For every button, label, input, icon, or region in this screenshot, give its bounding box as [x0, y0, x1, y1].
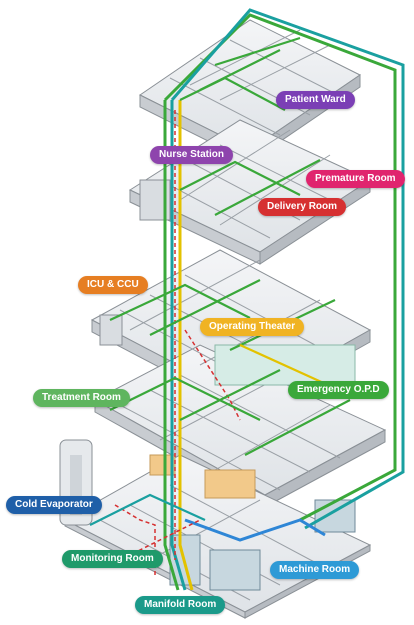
- label-operating-theater: Operating Theater: [200, 318, 305, 336]
- label-icu-ccu: ICU & CCU: [78, 276, 148, 294]
- label-patient-ward: Patient Ward: [276, 91, 355, 109]
- label-cold-evaporator: Cold Evaporator: [6, 496, 102, 514]
- label-premature-room: Premature Room: [306, 170, 405, 188]
- label-monitoring-room: Monitoring Room: [62, 550, 163, 568]
- label-emergency-opd: Emergency O.P.D: [288, 381, 389, 399]
- label-delivery-room: Delivery Room: [258, 198, 347, 216]
- label-treatment-room: Treatment Room: [33, 389, 130, 407]
- pipe-risers: [163, 8, 405, 591]
- label-manifold-room: Manifold Room: [135, 596, 226, 614]
- label-machine-room: Machine Room: [270, 561, 360, 579]
- label-nurse-station: Nurse Station: [150, 146, 234, 164]
